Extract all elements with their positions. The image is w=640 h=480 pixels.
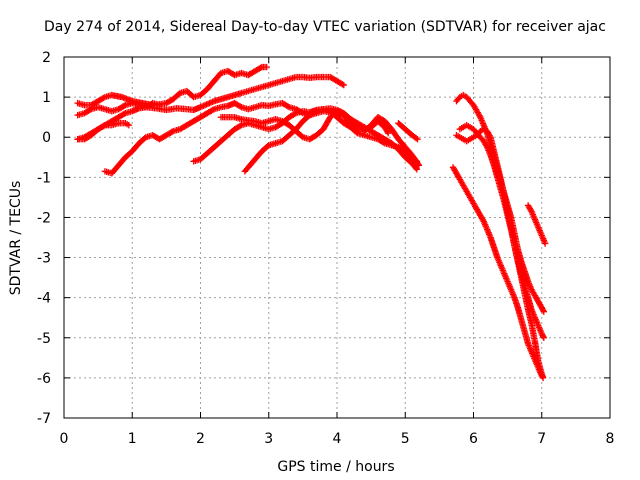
series-arc-13	[449, 164, 545, 380]
point-markers	[74, 63, 270, 109]
y-tick-label: -1	[37, 170, 51, 186]
series-arc-4	[74, 119, 133, 143]
point-markers	[241, 105, 392, 175]
x-tick-label: 0	[60, 431, 69, 447]
data-points	[74, 63, 549, 382]
point-markers	[449, 164, 545, 380]
series-arc-12	[453, 126, 547, 382]
x-tick-label: 2	[196, 431, 205, 447]
y-tick-label: 2	[42, 50, 51, 66]
y-tick-label: -6	[37, 371, 51, 387]
y-tick-label: 0	[42, 130, 51, 146]
series-arc-8	[241, 105, 392, 175]
y-tick-label: 1	[42, 90, 51, 106]
point-markers	[524, 202, 549, 247]
axis-ticks	[63, 56, 611, 419]
x-tick-label: 5	[401, 431, 410, 447]
series-arc-9	[395, 119, 421, 143]
series-arc-1	[74, 63, 270, 109]
y-tick-label: -3	[37, 251, 51, 267]
x-tick-label: 4	[333, 431, 342, 447]
y-tick-label: -4	[37, 291, 51, 307]
x-tick-labels: 0 1 2 3 4 5 6 7 8	[60, 431, 615, 447]
series-arc-14	[524, 202, 549, 247]
y-axis-label: SDTVAR / TECUs	[8, 181, 24, 296]
x-tick-label: 7	[537, 431, 546, 447]
y-tick-label: -5	[37, 331, 51, 347]
point-markers	[395, 119, 421, 143]
y-tick-label: -7	[37, 411, 51, 427]
x-tick-label: 8	[606, 431, 615, 447]
chart-title: Day 274 of 2014, Sidereal Day-to-day VTE…	[44, 19, 606, 35]
series-arc-7	[217, 107, 423, 169]
x-axis-label: GPS time / hours	[277, 459, 394, 475]
y-tick-labels: 2 1 0 -1 -2 -3 -4 -5 -6 -7	[37, 50, 51, 427]
point-markers	[456, 121, 547, 341]
x-tick-label: 6	[469, 431, 478, 447]
x-tick-label: 3	[264, 431, 273, 447]
x-tick-label: 1	[128, 431, 137, 447]
y-tick-label: -2	[37, 210, 51, 226]
point-markers	[74, 119, 133, 143]
point-markers	[453, 126, 547, 382]
point-markers	[217, 107, 423, 169]
series-arc-11	[456, 121, 547, 341]
